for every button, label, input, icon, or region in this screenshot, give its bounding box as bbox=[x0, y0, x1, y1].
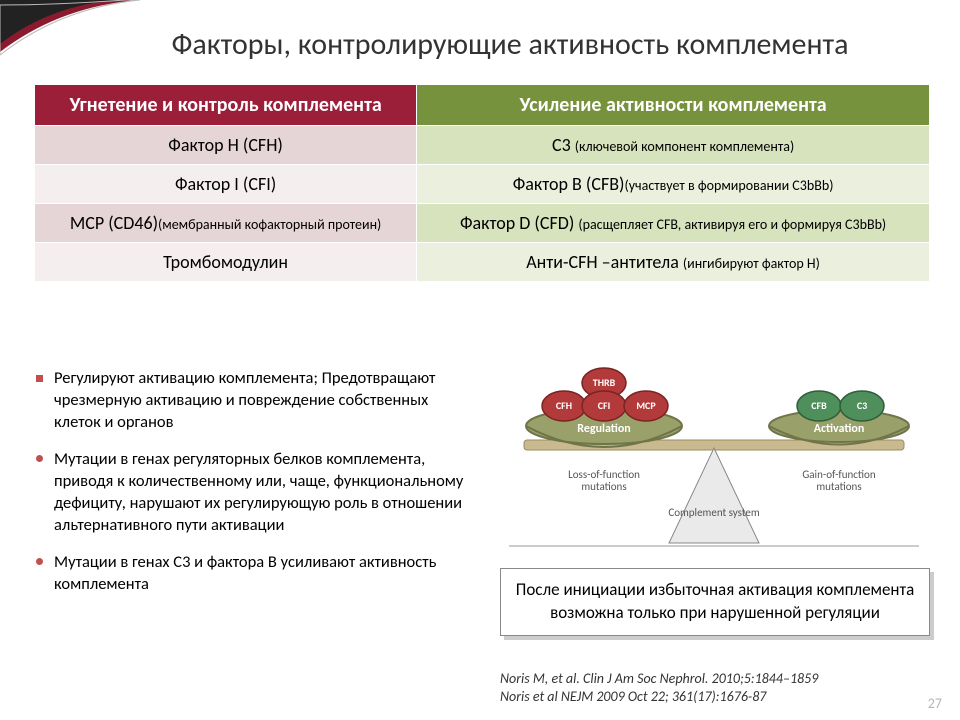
cell-main: Фактор B (CFB) bbox=[513, 173, 625, 195]
balance-diagram-icon: Complement system Regulation THRB CFH CF… bbox=[494, 348, 934, 568]
cell-main: Фактор D (CFD) bbox=[460, 212, 578, 234]
list-item: Мутации в генах регуляторных белков комп… bbox=[34, 449, 464, 536]
cell-main: Фактор I (CFI) bbox=[175, 173, 276, 195]
callout-box: После инициации избыточная активация ком… bbox=[500, 568, 930, 636]
cell-sub: (участвует в формировании C3bBb) bbox=[624, 177, 833, 194]
cell-sub: (ключевой компонент комплемента) bbox=[575, 138, 794, 155]
reference-line: Noris M, et al. Clin J Am Soc Nephrol. 2… bbox=[500, 670, 930, 688]
node-label: MCP bbox=[636, 399, 656, 412]
fulcrum-label: Complement system bbox=[668, 506, 760, 519]
table-row: MCP (CD46)(мембранный кофакторный протеи… bbox=[35, 204, 930, 243]
node-label: C3 bbox=[857, 399, 867, 412]
corner-swoosh-icon bbox=[0, 0, 140, 70]
node-label: CFH bbox=[556, 399, 572, 412]
cell-main: MCP (CD46) bbox=[70, 212, 158, 234]
cell-main: Анти-CFH –антитела bbox=[526, 251, 683, 273]
table-row: Тромбомодулин Анти-CFH –антитела (ингиби… bbox=[35, 243, 930, 282]
cell-sub: (ингибируют фактор H) bbox=[683, 255, 820, 272]
node-label: CFB bbox=[811, 399, 827, 412]
cell-main: Тромбомодулин bbox=[163, 251, 288, 273]
list-item: Мутации в генах С3 и фактора В усиливают… bbox=[34, 552, 464, 596]
right-bowl-label: Activation bbox=[814, 422, 865, 436]
factors-table: Угнетение и контроль комплемента Усилени… bbox=[34, 84, 930, 282]
cell-main: C3 bbox=[552, 134, 575, 156]
node-label: CFI bbox=[598, 399, 611, 412]
table-row: Фактор I (CFI) Фактор B (CFB)(участвует … bbox=[35, 165, 930, 204]
svg-text:Loss-of-functionmutations: Loss-of-functionmutations bbox=[568, 468, 640, 493]
cell-sub: (мембранный кофакторный протеин) bbox=[158, 216, 381, 233]
table-row: Фактор H (CFH) C3 (ключевой компонент ко… bbox=[35, 126, 930, 165]
references: Noris M, et al. Clin J Am Soc Nephrol. 2… bbox=[500, 670, 930, 706]
svg-text:Gain-of-functionmutations: Gain-of-functionmutations bbox=[802, 468, 876, 493]
reference-line: Noris et al NEJM 2009 Oct 22; 361(17):16… bbox=[500, 688, 930, 706]
node-label: THRB bbox=[593, 376, 616, 389]
left-bowl-label: Regulation bbox=[577, 422, 630, 436]
page-number: 27 bbox=[928, 695, 942, 712]
slide-title: Факторы, контролирующие активность компл… bbox=[80, 26, 940, 63]
col-header-right: Усиление активности комплемента bbox=[417, 85, 930, 126]
cell-sub: (расщепляет CFB, активируя его и формиру… bbox=[578, 216, 886, 233]
bullet-list: Регулируют активацию комплемента; Предот… bbox=[34, 368, 464, 612]
list-item: Регулируют активацию комплемента; Предот… bbox=[34, 368, 464, 433]
cell-main: Фактор H (CFH) bbox=[168, 134, 283, 156]
col-header-left: Угнетение и контроль комплемента bbox=[35, 85, 417, 126]
